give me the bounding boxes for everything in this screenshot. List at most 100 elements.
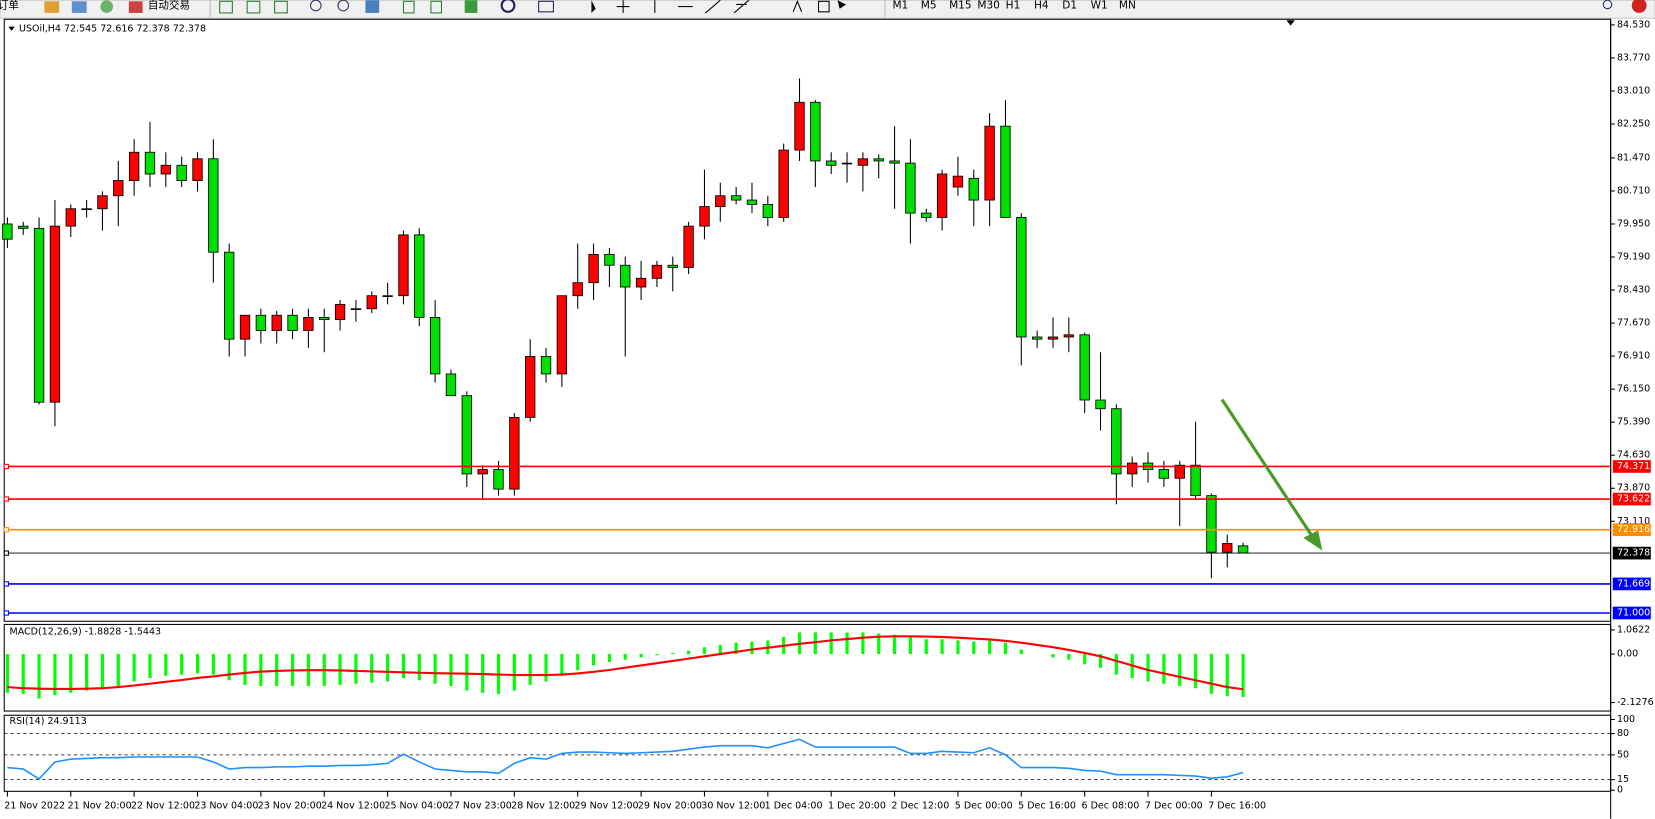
x-tick-label: 1 Dec 04:00 (765, 801, 823, 812)
candle-body (620, 264, 631, 288)
icon[interactable] (402, 0, 415, 14)
macd-bar (243, 654, 247, 685)
macd-bar (53, 654, 57, 696)
timeframe-button[interactable]: M15 (949, 0, 972, 12)
icon[interactable] (44, 1, 60, 13)
macd-bar (116, 654, 120, 686)
search-icon[interactable] (1602, 0, 1613, 10)
level-handle (3, 610, 9, 616)
macd-bar (401, 654, 406, 678)
icon[interactable] (246, 0, 261, 14)
timeframe-button[interactable]: M1 (892, 0, 908, 12)
macd-bar (1241, 654, 1245, 697)
autotrade-button[interactable]: 自动交易 (148, 0, 190, 12)
macd-bar (908, 636, 912, 655)
icon[interactable] (538, 0, 554, 13)
macd-bar (132, 654, 136, 682)
x-tick-label: 29 Nov 12:00 (575, 801, 639, 812)
y-tick-label: 80.710 (1617, 185, 1650, 196)
macd-bar (85, 654, 89, 691)
macd-bar (449, 654, 453, 686)
x-tick-label: 29 Nov 20:00 (638, 801, 702, 812)
timeframe-button[interactable]: MN (1119, 0, 1136, 12)
icon[interactable] (100, 0, 114, 13)
icon[interactable] (464, 0, 478, 13)
level-tag-label: 71.669 (1617, 578, 1650, 589)
icon[interactable] (500, 0, 516, 13)
y-tick-label: -2.1276 (1617, 697, 1654, 708)
x-tick-label: 28 Nov 12:00 (511, 801, 575, 812)
icon[interactable] (71, 1, 87, 13)
macd-bar (528, 654, 532, 685)
candle-body (778, 149, 789, 218)
new-order-button[interactable]: 新订单 (0, 0, 19, 12)
candle-body (1063, 334, 1075, 338)
macd-bar (37, 654, 41, 699)
candle-body (287, 314, 298, 331)
macd-bar (892, 634, 897, 655)
candle-body (905, 162, 916, 214)
icon[interactable] (365, 0, 380, 13)
x-tick-label: 5 Dec 00:00 (955, 801, 1013, 812)
icon[interactable] (128, 1, 143, 13)
candle-body (699, 206, 710, 227)
candle-body (128, 151, 140, 181)
icon[interactable] (219, 0, 233, 14)
macd-bar (702, 647, 707, 655)
y-tick-label: 79.950 (1617, 218, 1650, 229)
candle-body (952, 175, 964, 188)
timeframe-button[interactable]: D1 (1062, 0, 1077, 12)
macd-bar (512, 654, 516, 691)
macd-bar (750, 641, 754, 655)
timeframe-button[interactable]: H1 (1006, 0, 1021, 12)
y-tick-label: 83.010 (1617, 85, 1650, 96)
y-tick-label: 15 (1617, 774, 1629, 785)
icon[interactable] (309, 0, 322, 12)
candle-body (1000, 125, 1011, 218)
candle-body (176, 164, 187, 181)
candle-body (572, 282, 583, 297)
icon[interactable] (817, 0, 830, 13)
macd-bar (671, 652, 675, 655)
icon[interactable] (733, 0, 750, 14)
candle-body (1174, 464, 1185, 479)
timeframe-button[interactable]: W1 (1091, 0, 1108, 12)
candle-body (445, 373, 457, 397)
candle-body (525, 356, 536, 418)
candle-body (762, 203, 774, 218)
candle-body (1206, 495, 1217, 553)
level-tag (1612, 546, 1651, 560)
macd-bar (370, 654, 374, 683)
icon[interactable] (837, 0, 846, 9)
icon[interactable] (616, 0, 630, 13)
y-tick-label: 73.110 (1617, 516, 1650, 527)
y-tick-label: 0 (1617, 785, 1623, 796)
level-tag-label: 74.371 (1617, 461, 1650, 472)
candle-body (350, 308, 362, 311)
candle-body (936, 173, 948, 218)
macd-bar (607, 654, 611, 663)
candle-body (65, 208, 76, 227)
candle-body (984, 125, 995, 201)
close-icon[interactable] (1631, 0, 1647, 13)
macd-bar (1114, 654, 1118, 675)
icon[interactable] (705, 0, 721, 14)
macd-bar (465, 654, 469, 691)
candle-body (271, 314, 282, 331)
macd-bar (1067, 654, 1071, 660)
macd-bar (195, 654, 200, 674)
timeframe-button[interactable]: H4 (1034, 0, 1049, 12)
icon[interactable] (274, 0, 288, 14)
icon[interactable] (337, 0, 350, 12)
icon[interactable] (792, 0, 803, 13)
y-tick-label: 80 (1617, 728, 1629, 739)
timeframe-button[interactable]: M30 (977, 0, 1000, 12)
candle-body (224, 251, 235, 340)
candle-body (635, 277, 647, 288)
macd-bar (924, 639, 928, 655)
icon[interactable] (430, 0, 443, 14)
candle-body (1079, 334, 1090, 401)
timeframe-button[interactable]: M5 (921, 0, 937, 12)
x-tick-label: 23 Nov 04:00 (194, 801, 258, 812)
candle-body (588, 253, 599, 284)
